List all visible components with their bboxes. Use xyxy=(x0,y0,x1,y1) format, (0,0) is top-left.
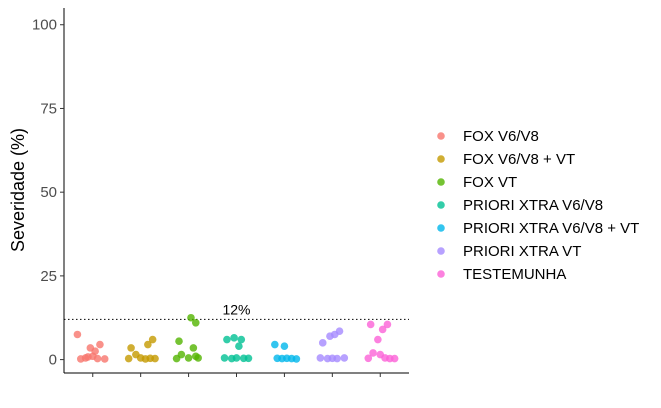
data-point xyxy=(191,352,200,361)
data-point xyxy=(232,354,241,362)
data-point xyxy=(184,354,193,362)
series-group xyxy=(124,335,159,363)
data-point xyxy=(390,354,399,363)
series-group xyxy=(220,334,253,363)
legend-key xyxy=(437,155,445,163)
data-point xyxy=(374,335,382,344)
data-point xyxy=(73,330,82,339)
data-point xyxy=(244,354,253,363)
legend-label: FOX VT xyxy=(463,174,517,191)
series-group xyxy=(172,313,202,363)
data-point xyxy=(100,355,109,363)
data-point xyxy=(378,325,387,334)
legend-label: FOX V6/V8 xyxy=(463,128,539,145)
data-point xyxy=(144,340,152,349)
series-group xyxy=(364,320,399,363)
data-point xyxy=(175,337,183,345)
data-point xyxy=(172,354,181,363)
plot-area: 12% xyxy=(64,301,409,363)
data-point xyxy=(383,320,392,329)
data-point xyxy=(237,335,246,344)
legend-key xyxy=(437,270,445,278)
y-tick-label: 50 xyxy=(40,184,57,201)
series-group xyxy=(271,340,301,363)
y-axis: 0 25 50 75 100 xyxy=(32,8,65,373)
y-tick-label: 75 xyxy=(40,100,57,117)
data-point xyxy=(369,349,377,357)
data-point xyxy=(189,344,198,352)
data-point xyxy=(151,354,159,363)
legend-label: PRIORI XTRA V6/V8 + VT xyxy=(463,220,639,237)
data-point xyxy=(364,354,373,363)
y-tick-label: 25 xyxy=(40,268,57,285)
data-point xyxy=(335,327,344,335)
x-axis xyxy=(64,372,409,377)
data-point xyxy=(280,342,289,351)
legend-key xyxy=(437,224,445,232)
legend-label: PRIORI XTRA V6/V8 xyxy=(463,197,603,214)
data-point xyxy=(76,355,85,363)
data-point xyxy=(191,318,200,327)
legend-key xyxy=(437,132,445,140)
data-point xyxy=(223,335,231,344)
y-axis-title: Severidade (%) xyxy=(8,128,28,252)
data-point xyxy=(235,342,243,351)
y-tick-label: 0 xyxy=(49,352,57,369)
legend-label: FOX V6/V8 + VT xyxy=(463,151,575,168)
legend-key xyxy=(437,247,445,255)
data-point xyxy=(220,354,229,362)
legend-label: PRIORI XTRA VT xyxy=(463,243,581,260)
data-point xyxy=(318,339,327,347)
data-point xyxy=(124,354,133,363)
data-point xyxy=(316,354,325,362)
data-point xyxy=(84,353,92,361)
data-point xyxy=(292,355,301,363)
y-tick-label: 100 xyxy=(32,17,57,34)
data-point xyxy=(187,313,195,322)
series-group xyxy=(316,327,349,363)
data-point xyxy=(271,340,279,349)
data-point xyxy=(340,354,349,362)
data-point xyxy=(127,344,135,352)
legend: FOX V6/V8 FOX V6/V8 + VT FOX VT PRIORI XTRA… xyxy=(437,128,639,283)
data-point xyxy=(148,335,157,344)
data-point xyxy=(366,320,375,329)
legend-label: TESTEMUNHA xyxy=(463,266,566,283)
legend-key xyxy=(437,201,445,209)
legend-key xyxy=(437,178,445,186)
series-group xyxy=(73,330,109,363)
data-point xyxy=(333,354,341,363)
data-point xyxy=(230,334,238,342)
reference-line-label: 12% xyxy=(222,301,250,317)
data-point xyxy=(96,340,104,349)
